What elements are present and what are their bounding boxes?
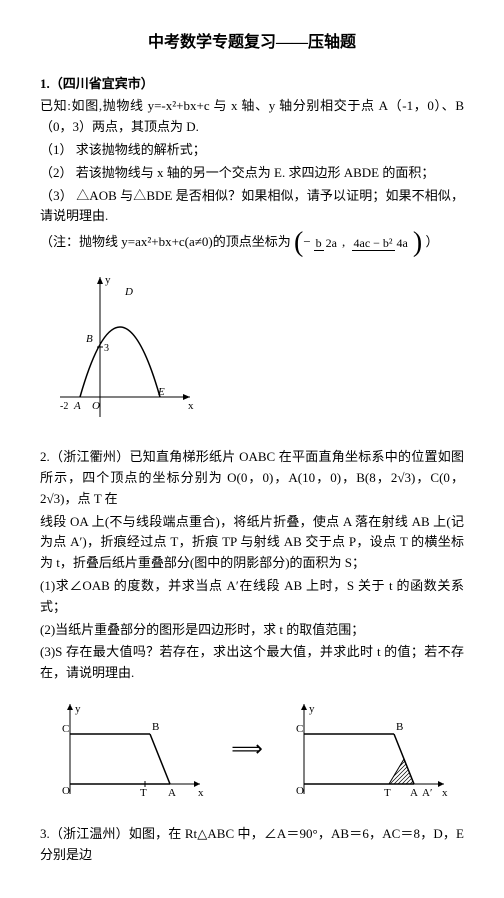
svg-text:T: T <box>384 787 391 799</box>
svg-text:O: O <box>62 785 70 797</box>
svg-text:B: B <box>152 721 159 733</box>
svg-text:E: E <box>157 386 165 398</box>
svg-text:A: A <box>73 400 81 412</box>
p3-text: 3.（浙江温州）如图，在 Rt△ABC 中，∠A＝90°，AB＝6，AC＝8，D… <box>40 824 464 866</box>
p2-q3: (3)S 存在最大值吗？若存在，求出这个最大值，并求此时 t 的值；若不存在，请… <box>40 642 464 684</box>
svg-text:y: y <box>105 274 111 286</box>
vertex-formula: (−b2a, 4ac − b²4a) <box>294 229 422 257</box>
p2-line2: 线段 OA 上(不与线段端点重合)，将纸片折叠，使点 A 落在射线 AB 上(记… <box>40 512 464 574</box>
p2-figures: y x C B O T A ⟹ y x C B O T A A′ <box>40 694 464 804</box>
svg-text:x: x <box>188 400 194 412</box>
p1-q2: （2） 若该抛物线与 x 轴的另一个交点为 E. 求四边形 ABDE 的面积； <box>40 163 464 184</box>
svg-text:O: O <box>92 400 100 412</box>
svg-text:B: B <box>86 333 93 345</box>
p1-head: 1.（四川省宜宾市） <box>40 74 464 95</box>
p2-fig-right: y x C B O T A A′ <box>284 694 454 804</box>
svg-text:3: 3 <box>104 343 109 354</box>
svg-text:B: B <box>396 721 403 733</box>
svg-text:x: x <box>442 787 448 799</box>
doc-title: 中考数学专题复习——压轴题 <box>40 30 464 56</box>
svg-text:O: O <box>296 785 304 797</box>
p2-fig-left: y x C B O T A <box>50 694 210 804</box>
arrow-icon: ⟹ <box>231 731 263 766</box>
svg-text:C: C <box>62 723 69 735</box>
p2-q2: (2)当纸片重叠部分的图形是四边形时，求 t 的取值范围； <box>40 620 464 641</box>
p1-note: （注：抛物线 y=ax²+bx+c(a≠0)的顶点坐标为 (−b2a, 4ac … <box>40 229 464 257</box>
svg-text:y: y <box>75 703 81 715</box>
p2-q1: (1)求∠OAB 的度数，并求当点 A′在线段 AB 上时，S 关于 t 的函数… <box>40 576 464 618</box>
svg-text:y: y <box>309 703 315 715</box>
svg-text:A: A <box>410 787 418 799</box>
p2-head: 2.（浙江衢州）已知直角梯形纸片 OABC 在平面直角坐标系中的位置如图所示，四… <box>40 447 464 509</box>
svg-text:T: T <box>140 787 147 799</box>
svg-text:x: x <box>198 787 204 799</box>
svg-text:A′: A′ <box>422 787 432 799</box>
svg-text:-2: -2 <box>60 401 68 412</box>
p1-line1: 已知:如图,抛物线 y=-x²+bx+c 与 x 轴、y 轴分别相交于点 A（-… <box>40 96 464 138</box>
svg-text:A: A <box>168 787 176 799</box>
p1-q3: （3） △AOB 与△BDE 是否相似？如果相似，请予以证明；如果不相似，请说明… <box>40 186 464 228</box>
p1-note-suffix: ） <box>425 234 438 249</box>
p1-note-prefix: （注：抛物线 y=ax²+bx+c(a≠0)的顶点坐标为 <box>40 234 291 249</box>
p1-graph: y x D B 3 A -2 O E <box>50 267 464 427</box>
svg-text:D: D <box>124 286 133 298</box>
svg-text:C: C <box>296 723 303 735</box>
p1-q1: （1） 求该抛物线的解析式； <box>40 140 464 161</box>
